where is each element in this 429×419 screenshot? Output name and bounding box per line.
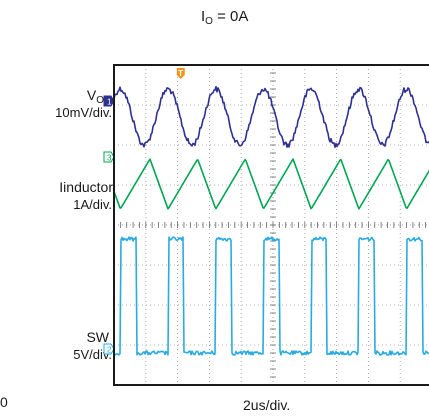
marker-vo: 1 — [103, 95, 115, 107]
trigger-marker: T — [176, 68, 185, 79]
marker-il-shape — [103, 151, 115, 163]
trace-il — [113, 158, 429, 210]
marker-sw-label: 2 — [107, 346, 112, 355]
trace-sw — [113, 236, 429, 356]
marker-vo-shape — [103, 95, 115, 107]
timebase-label: 2us/div. — [243, 397, 291, 413]
trace-vo — [113, 85, 429, 148]
traces — [113, 85, 429, 356]
left-edge-label: 0 — [0, 394, 8, 410]
plot-frame — [113, 64, 429, 386]
trigger-marker-label: T — [178, 69, 183, 78]
sw-channel-scale: 5V/div. — [73, 347, 112, 362]
marker-il: 3 — [103, 151, 115, 163]
inductor-channel-scale: 1A/div. — [73, 197, 112, 212]
channel-markers: 1 3 2 T — [103, 68, 185, 355]
graticule — [113, 64, 429, 386]
inductor-channel-name: Iinductor — [59, 179, 113, 195]
trigger-marker-shape — [176, 68, 185, 79]
vo-channel-scale: 10mV/div. — [55, 105, 112, 120]
vo-channel-name: VO — [86, 87, 104, 107]
marker-il-label: 3 — [107, 154, 112, 163]
marker-sw: 2 — [103, 343, 115, 355]
marker-sw-shape — [103, 343, 115, 355]
sw-channel-name: SW — [86, 329, 109, 345]
marker-vo-label: 1 — [107, 98, 112, 107]
chart-title: IO = 0A — [201, 8, 249, 27]
